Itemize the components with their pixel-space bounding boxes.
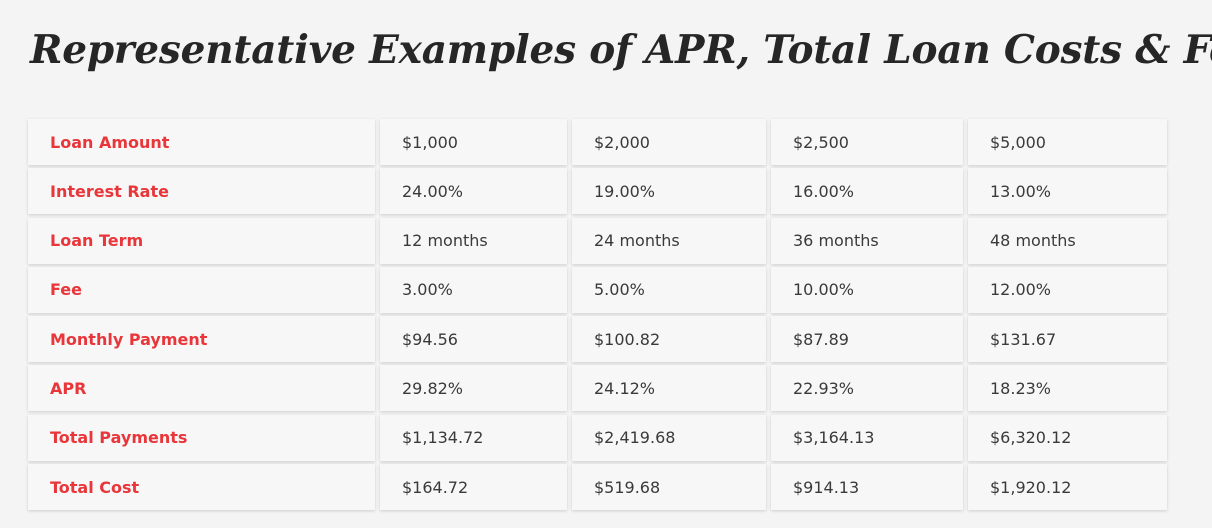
table-cell: 29.82% — [380, 365, 567, 412]
table-cell: 13.00% — [968, 168, 1167, 215]
table-cell: $914.13 — [771, 464, 963, 511]
table-cell: $94.56 — [380, 316, 567, 363]
table-cell: 24 months — [572, 217, 766, 264]
row-label: Loan Term — [28, 217, 375, 264]
table-cell: 12.00% — [968, 266, 1167, 313]
table-cell: $2,419.68 — [572, 414, 766, 461]
row-label: Monthly Payment — [28, 316, 375, 363]
table-cell: $87.89 — [771, 316, 963, 363]
table-cell: $164.72 — [380, 464, 567, 511]
table-cell: $2,000 — [572, 119, 766, 165]
table-row-loan-amount: Loan Amount $1,000 $2,000 $2,500 $5,000 — [28, 119, 1168, 165]
table-cell: $1,134.72 — [380, 414, 567, 461]
table-cell: 36 months — [771, 217, 963, 264]
page-title: Representative Examples of APR, Total Lo… — [30, 27, 1212, 73]
table-cell: 48 months — [968, 217, 1167, 264]
table-row-apr: APR 29.82% 24.12% 22.93% 18.23% — [28, 365, 1168, 412]
table-cell: $1,000 — [380, 119, 567, 165]
table-cell: 24.12% — [572, 365, 766, 412]
table-cell: $6,320.12 — [968, 414, 1167, 461]
table-cell: 16.00% — [771, 168, 963, 215]
table-row-interest-rate: Interest Rate 24.00% 19.00% 16.00% 13.00% — [28, 168, 1168, 215]
table-row-total-cost: Total Cost $164.72 $519.68 $914.13 $1,920.12 — [28, 464, 1168, 511]
row-label: Loan Amount — [28, 119, 375, 165]
row-label: APR — [28, 365, 375, 412]
table-cell: $100.82 — [572, 316, 766, 363]
table-row-fee: Fee 3.00% 5.00% 10.00% 12.00% — [28, 266, 1168, 313]
row-label: Interest Rate — [28, 168, 375, 215]
table-cell: 24.00% — [380, 168, 567, 215]
table-cell: 3.00% — [380, 266, 567, 313]
table-cell: $3,164.13 — [771, 414, 963, 461]
row-label: Fee — [28, 266, 375, 313]
table-cell: $519.68 — [572, 464, 766, 511]
table-cell: $2,500 — [771, 119, 963, 165]
table-cell: 12 months — [380, 217, 567, 264]
table-cell: 10.00% — [771, 266, 963, 313]
row-label: Total Cost — [28, 464, 375, 511]
table-cell: 18.23% — [968, 365, 1167, 412]
table-cell: 22.93% — [771, 365, 963, 412]
table-cell: 19.00% — [572, 168, 766, 215]
table-cell: 5.00% — [572, 266, 766, 313]
table-cell: $131.67 — [968, 316, 1167, 363]
table-row-total-payments: Total Payments $1,134.72 $2,419.68 $3,164.1… — [28, 414, 1168, 461]
table-cell: $1,920.12 — [968, 464, 1167, 511]
table-row-monthly-payment: Monthly Payment $94.56 $100.82 $87.89 $131.6… — [28, 316, 1168, 363]
table-row-loan-term: Loan Term 12 months 24 months 36 months 48 m… — [28, 217, 1168, 264]
row-label: Total Payments — [28, 414, 375, 461]
loan-examples-table: Loan Amount $1,000 $2,000 $2,500 $5,000 Inter… — [28, 119, 1168, 513]
table-cell: $5,000 — [968, 119, 1167, 165]
